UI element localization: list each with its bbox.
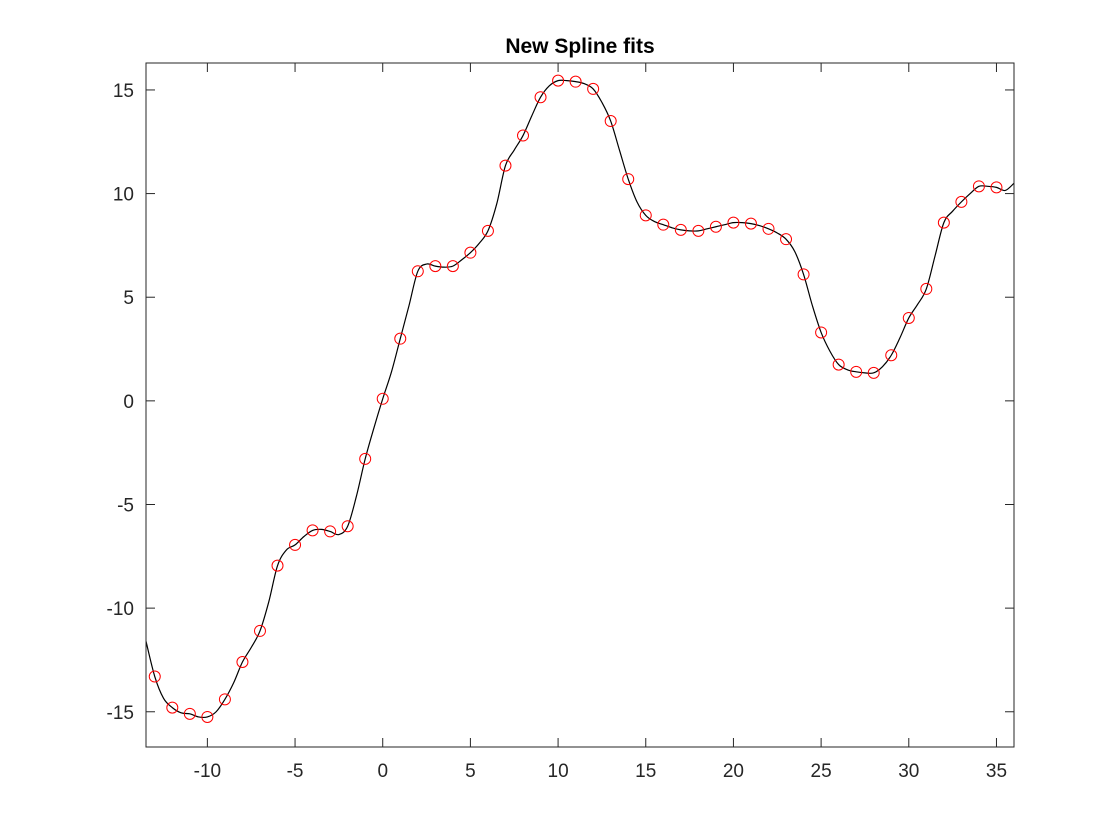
data-point bbox=[236, 656, 249, 669]
data-point bbox=[201, 710, 214, 723]
data-point bbox=[289, 538, 302, 551]
data-point bbox=[569, 75, 582, 88]
x-tick-label: 35 bbox=[986, 761, 1007, 782]
data-point bbox=[850, 365, 863, 378]
axes-box bbox=[145, 62, 1015, 748]
data-point bbox=[499, 159, 512, 172]
data-point bbox=[552, 74, 565, 87]
data-point bbox=[481, 224, 494, 237]
data-point bbox=[429, 260, 442, 273]
data-point bbox=[727, 216, 740, 229]
spline-curve-layer bbox=[146, 79, 1014, 719]
data-point bbox=[990, 181, 1003, 194]
axes: -10 -5 0 5 10 15 20 25 30 35 15 10 5 0 -5 -10 -15 bbox=[107, 62, 1015, 782]
data-point bbox=[341, 520, 354, 533]
data-point bbox=[324, 525, 337, 538]
data-point bbox=[797, 268, 810, 281]
x-tick-label: 15 bbox=[635, 761, 656, 782]
y-tick-label: 5 bbox=[123, 288, 134, 309]
data-point bbox=[885, 349, 898, 362]
data-point bbox=[604, 115, 617, 128]
data-point bbox=[166, 701, 179, 714]
x-tick-label: 5 bbox=[465, 761, 476, 782]
data-point bbox=[306, 524, 319, 537]
data-point bbox=[183, 707, 196, 720]
data-point bbox=[902, 311, 915, 324]
data-point bbox=[253, 624, 266, 637]
x-tick-label: 20 bbox=[723, 761, 744, 782]
data-point bbox=[411, 265, 424, 278]
data-point bbox=[657, 218, 670, 231]
data-point bbox=[446, 260, 459, 273]
data-point bbox=[464, 246, 477, 259]
x-tick-label: -10 bbox=[194, 761, 221, 782]
data-point bbox=[780, 233, 793, 246]
y-tick-label: 10 bbox=[113, 185, 134, 206]
plot-area bbox=[146, 63, 1014, 747]
y-tick-label: -15 bbox=[107, 703, 134, 724]
data-point bbox=[832, 358, 845, 371]
y-tick-label: 0 bbox=[123, 392, 134, 413]
chart-title: New Spline fits bbox=[505, 35, 654, 58]
y-tick-label: -10 bbox=[107, 599, 134, 620]
data-point bbox=[359, 452, 372, 465]
data-point bbox=[744, 217, 757, 230]
data-point bbox=[517, 129, 530, 142]
data-point bbox=[762, 222, 775, 235]
data-point bbox=[218, 693, 231, 706]
data-point bbox=[692, 224, 705, 237]
data-point bbox=[639, 209, 652, 222]
data-points-layer bbox=[148, 74, 1003, 723]
data-point bbox=[920, 282, 933, 295]
data-point bbox=[534, 91, 547, 104]
spline-curve bbox=[146, 79, 1014, 719]
y-tick-label: 15 bbox=[113, 81, 134, 102]
data-point bbox=[587, 82, 600, 95]
data-point bbox=[937, 216, 950, 229]
data-point bbox=[867, 366, 880, 379]
y-tick-label: -5 bbox=[117, 495, 134, 516]
x-tick-label: -5 bbox=[287, 761, 304, 782]
data-point bbox=[376, 392, 389, 405]
x-tick-label: 0 bbox=[377, 761, 388, 782]
data-point bbox=[955, 195, 968, 208]
x-tick-label: 30 bbox=[898, 761, 919, 782]
data-point bbox=[148, 670, 161, 683]
data-point bbox=[709, 220, 722, 233]
data-point bbox=[815, 326, 828, 339]
data-point bbox=[622, 173, 635, 186]
x-tick-label: 10 bbox=[548, 761, 569, 782]
x-tick-label: 25 bbox=[811, 761, 832, 782]
data-point bbox=[394, 332, 407, 345]
data-point bbox=[972, 180, 985, 193]
data-point bbox=[271, 559, 284, 572]
data-point bbox=[674, 223, 687, 236]
